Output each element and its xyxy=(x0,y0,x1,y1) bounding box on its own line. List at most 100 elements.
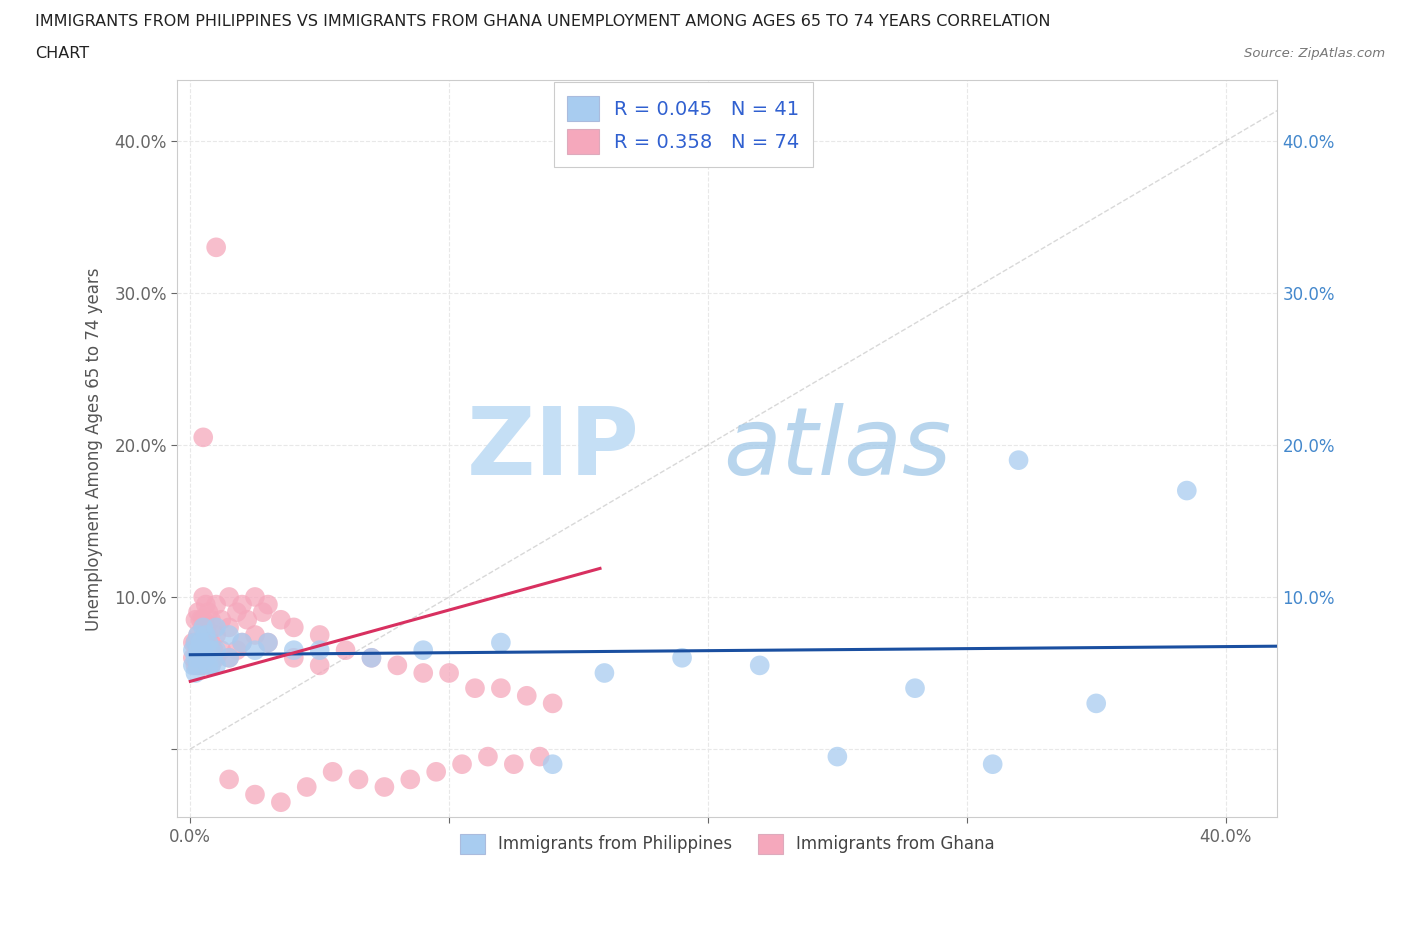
Point xyxy=(197,635,219,650)
Point xyxy=(190,635,212,650)
Point xyxy=(243,787,266,802)
Point xyxy=(360,650,382,665)
Point xyxy=(197,604,219,619)
Point xyxy=(190,612,212,627)
Point xyxy=(308,658,330,672)
Point xyxy=(181,650,204,665)
Point xyxy=(218,650,240,665)
Point xyxy=(184,666,207,681)
Point xyxy=(187,628,209,643)
Point xyxy=(270,612,292,627)
Point xyxy=(187,604,209,619)
Point xyxy=(671,650,693,665)
Point xyxy=(218,590,240,604)
Point xyxy=(193,635,215,650)
Point xyxy=(187,643,209,658)
Point xyxy=(489,681,512,696)
Point xyxy=(243,590,266,604)
Point xyxy=(477,750,499,764)
Point xyxy=(184,612,207,627)
Point xyxy=(193,658,215,672)
Point xyxy=(412,666,434,681)
Point xyxy=(184,635,207,650)
Point xyxy=(373,779,395,794)
Point xyxy=(187,658,209,672)
Point xyxy=(231,635,253,650)
Text: Source: ZipAtlas.com: Source: ZipAtlas.com xyxy=(1244,46,1385,60)
Point xyxy=(187,628,209,643)
Point xyxy=(593,666,616,681)
Point xyxy=(197,650,219,665)
Point xyxy=(904,681,927,696)
Point xyxy=(270,795,292,810)
Text: ZIP: ZIP xyxy=(467,403,640,495)
Point xyxy=(197,658,219,672)
Text: atlas: atlas xyxy=(723,404,952,494)
Point xyxy=(1085,696,1108,711)
Point xyxy=(225,604,247,619)
Point xyxy=(202,643,225,658)
Point xyxy=(209,643,232,658)
Point xyxy=(252,604,274,619)
Text: CHART: CHART xyxy=(35,46,89,61)
Point xyxy=(257,597,280,612)
Point xyxy=(202,620,225,635)
Point xyxy=(360,650,382,665)
Point xyxy=(827,750,849,764)
Point xyxy=(308,628,330,643)
Point xyxy=(231,597,253,612)
Point xyxy=(437,666,460,681)
Point xyxy=(181,658,204,672)
Point xyxy=(322,764,344,779)
Point xyxy=(184,658,207,672)
Point xyxy=(184,650,207,665)
Point xyxy=(516,688,538,703)
Point xyxy=(205,658,228,672)
Point xyxy=(187,643,209,658)
Point xyxy=(200,635,222,650)
Point xyxy=(193,430,215,445)
Point xyxy=(190,635,212,650)
Text: IMMIGRANTS FROM PHILIPPINES VS IMMIGRANTS FROM GHANA UNEMPLOYMENT AMONG AGES 65 : IMMIGRANTS FROM PHILIPPINES VS IMMIGRANT… xyxy=(35,14,1050,29)
Point xyxy=(1175,483,1198,498)
Point xyxy=(257,635,280,650)
Point xyxy=(1007,453,1029,468)
Point xyxy=(205,240,228,255)
Point xyxy=(194,628,217,643)
Point xyxy=(748,658,770,672)
Legend: Immigrants from Philippines, Immigrants from Ghana: Immigrants from Philippines, Immigrants … xyxy=(454,827,1001,860)
Point xyxy=(200,658,222,672)
Point xyxy=(205,643,228,658)
Point xyxy=(193,612,215,627)
Point xyxy=(184,635,207,650)
Point xyxy=(181,635,204,650)
Point xyxy=(529,750,551,764)
Point xyxy=(193,643,215,658)
Point xyxy=(295,779,318,794)
Point xyxy=(464,681,486,696)
Point xyxy=(193,620,215,635)
Point xyxy=(243,643,266,658)
Point xyxy=(205,597,228,612)
Point xyxy=(194,650,217,665)
Point xyxy=(197,628,219,643)
Point xyxy=(218,650,240,665)
Point xyxy=(200,612,222,627)
Point xyxy=(181,643,204,658)
Point xyxy=(236,612,259,627)
Point xyxy=(190,650,212,665)
Point xyxy=(308,643,330,658)
Point xyxy=(194,620,217,635)
Point xyxy=(194,643,217,658)
Point xyxy=(193,590,215,604)
Point xyxy=(209,612,232,627)
Point xyxy=(218,628,240,643)
Point xyxy=(187,658,209,672)
Point xyxy=(200,643,222,658)
Y-axis label: Unemployment Among Ages 65 to 74 years: Unemployment Among Ages 65 to 74 years xyxy=(86,267,103,631)
Point xyxy=(412,643,434,658)
Point xyxy=(283,643,305,658)
Point xyxy=(218,620,240,635)
Point xyxy=(541,757,564,772)
Point xyxy=(541,696,564,711)
